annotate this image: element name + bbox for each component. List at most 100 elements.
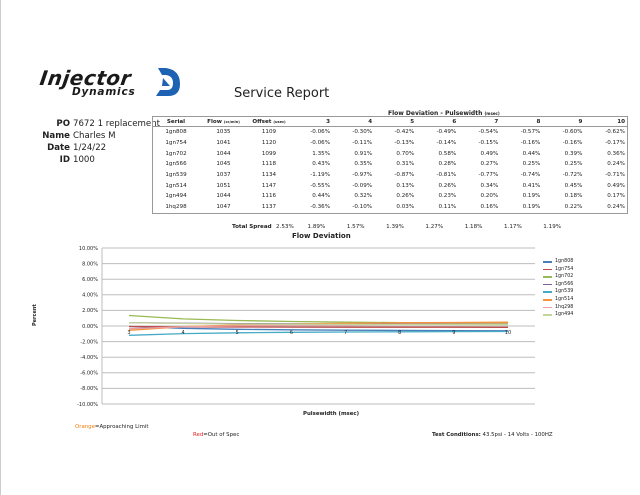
- injector-dynamics-logo: Injector Dynamics: [38, 66, 188, 106]
- cell-deviation: 0.43%: [312, 161, 331, 168]
- cell-deviation: 0.18%: [564, 193, 583, 200]
- cell-deviation: -0.71%: [605, 172, 625, 179]
- page-edge: [0, 0, 1, 495]
- cell-offset: 1147: [261, 182, 277, 189]
- col-flow-label: Flow: [207, 118, 222, 125]
- legend-item: 1gn566: [543, 281, 573, 289]
- cell-flow: 1035: [216, 129, 231, 136]
- cell-deviation: 0.03%: [396, 204, 415, 211]
- cell-deviation: -0.10%: [352, 204, 373, 211]
- legend-swatch: [543, 283, 552, 286]
- table-row: 1gn494 1044 1116 0.44% 0.32% 0.26% 0.23% 0.20% 0…: [153, 191, 628, 202]
- x-tick-label: 6: [290, 330, 293, 336]
- orange-legend-note: Orange=Approaching Limit: [75, 424, 148, 430]
- legend-item: 1gn808: [543, 258, 573, 266]
- flow-deviation-header-text: Flow Deviation - Pulsewidth: [388, 110, 483, 117]
- cell-deviation: 0.36%: [607, 150, 625, 157]
- series-line-1gn808: [128, 325, 509, 332]
- total-spread-10: 1.19%: [543, 224, 562, 230]
- legend-label: 1gn754: [555, 266, 574, 272]
- chart-title: Flow Deviation: [292, 232, 351, 240]
- total-spread-4: 1.89%: [307, 224, 326, 230]
- orange-word: Orange: [75, 424, 95, 430]
- total-spread-row: Total Spread 2.53% 1.89% 1.57% 1.39% 1.2…: [232, 224, 628, 230]
- table-header-row: Serial Flow (cc/min) Offset (usec) 3 4 5…: [152, 116, 628, 127]
- col-pw-5: 5: [374, 116, 417, 127]
- y-tick-label: 10.00%: [79, 246, 98, 252]
- cell-deviation: 0.13%: [396, 182, 415, 189]
- cell-deviation: 0.25%: [564, 161, 583, 168]
- legend-swatch: [543, 276, 552, 278]
- cell-deviation: -0.77%: [478, 172, 499, 179]
- cell-deviation: 0.49%: [480, 150, 499, 157]
- cell-deviation: -0.09%: [352, 182, 373, 189]
- cell-deviation: -0.11%: [352, 140, 373, 147]
- col-flow-unit: (cc/min): [223, 119, 240, 124]
- test-conditions-label: Test Conditions:: [432, 432, 481, 438]
- cell-deviation: -0.30%: [352, 129, 373, 136]
- table-row: 1gn514 1051 1147 -0.55% -0.09% 0.13% 0.26% 0.34…: [153, 180, 628, 191]
- id-value: 1000: [73, 155, 95, 165]
- cell-deviation: 0.70%: [396, 150, 415, 157]
- cell-deviation: -0.06%: [310, 129, 331, 136]
- legend-item: 1hq298: [543, 304, 573, 312]
- flow-deviation-table: Serial Flow (cc/min) Offset (usec) 3 4 5…: [152, 116, 628, 214]
- red-legend-note: Red=Out of Spec: [193, 432, 239, 438]
- cell-deviation: 0.41%: [522, 182, 541, 189]
- cell-serial: 1gn566: [165, 161, 187, 168]
- cell-deviation: -0.57%: [520, 129, 541, 136]
- page-title: Service Report: [234, 86, 330, 101]
- cell-deviation: -0.06%: [310, 140, 331, 147]
- po-value: 7672 1 replacement: [73, 119, 161, 129]
- col-pw-9: 9: [542, 116, 585, 127]
- col-offset-label: Offset: [252, 118, 272, 125]
- cell-deviation: 0.11%: [438, 204, 457, 211]
- date-label: Date: [47, 143, 70, 153]
- cell-deviation: -0.49%: [436, 129, 457, 136]
- x-tick-label: 4: [182, 330, 185, 336]
- name-value: Charles M: [73, 131, 116, 141]
- x-tick-label: 7: [344, 330, 347, 336]
- chart-x-axis-label: Pulsewidth (msec): [303, 411, 360, 417]
- col-pw-8: 8: [500, 116, 543, 127]
- y-tick-label: 0.00%: [82, 324, 98, 330]
- col-serial: Serial: [152, 116, 199, 127]
- col-pw-10: 10: [584, 116, 628, 127]
- legend-label: 1gn494: [555, 312, 574, 318]
- cell-deviation: 0.24%: [607, 161, 625, 168]
- table-row: 1hq298 1047 1137 -0.36% -0.10% 0.03% 0.11% 0.16…: [153, 202, 628, 213]
- cell-offset: 1120: [261, 140, 277, 147]
- cell-deviation: 0.34%: [480, 182, 499, 189]
- red-word: Red: [193, 432, 204, 438]
- cell-deviation: -1.19%: [310, 172, 331, 179]
- col-pw-3: 3: [290, 116, 333, 127]
- table-row: 1gn702 1044 1099 1.35% 0.91% 0.70% 0.58% 0.49% 0…: [153, 148, 628, 159]
- y-tick-label: 6.00%: [82, 277, 98, 283]
- date-value: 1/24/22: [73, 143, 107, 153]
- table-row: 1gn566 1045 1118 0.43% 0.35% 0.31% 0.28% 0.27% 0…: [153, 159, 628, 170]
- cell-flow: 1037: [216, 172, 231, 179]
- cell-deviation: 0.49%: [607, 182, 625, 189]
- cell-deviation: 0.27%: [480, 161, 499, 168]
- cell-deviation: 0.24%: [607, 204, 625, 211]
- cell-flow: 1041: [216, 140, 231, 147]
- cell-deviation: 0.17%: [607, 193, 625, 200]
- cell-offset: 1116: [261, 193, 277, 200]
- cell-serial: 1gn808: [165, 129, 187, 136]
- cell-offset: 1109: [261, 129, 277, 136]
- legend-item: 1gn754: [543, 266, 573, 274]
- legend-label: 1gn539: [555, 289, 574, 295]
- col-offset-unit: (usec): [273, 119, 286, 124]
- legend-swatch: [543, 291, 552, 293]
- total-spread-3: 2.53%: [276, 224, 294, 230]
- total-spread-7: 1.27%: [425, 224, 444, 230]
- legend-label: 1gn514: [555, 296, 574, 302]
- cell-deviation: -0.13%: [394, 140, 415, 147]
- col-offset: Offset (usec): [248, 116, 290, 127]
- table-row: 1gn754 1041 1120 -0.06% -0.11% -0.13% -0.14% -0…: [153, 138, 628, 149]
- legend-label: 1hq298: [555, 304, 574, 310]
- total-spread-8: 1.18%: [464, 224, 483, 230]
- cell-deviation: -0.74%: [520, 172, 541, 179]
- table-row: 1gn808 1035 1109 -0.06% -0.30% -0.42% -0.49% -0…: [153, 127, 628, 138]
- legend-label: 1gn808: [555, 259, 574, 264]
